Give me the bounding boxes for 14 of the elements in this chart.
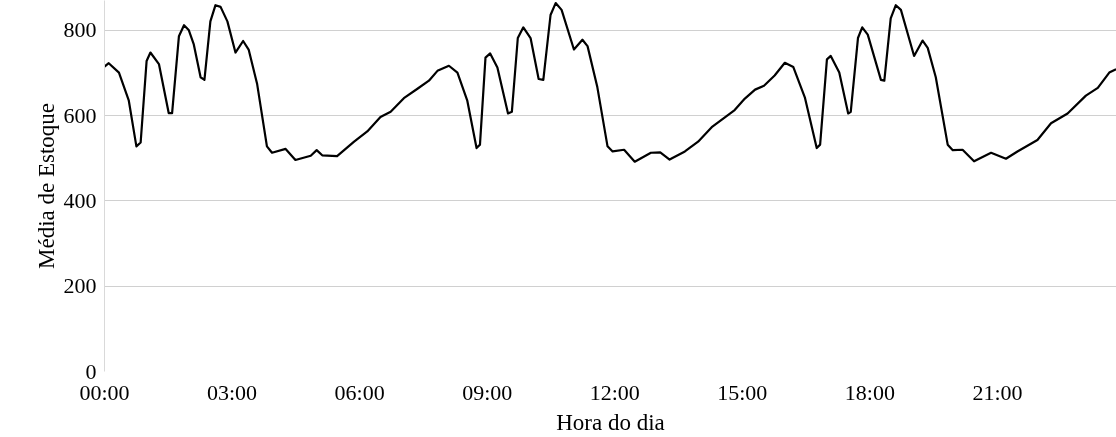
y-tick-label: 400: [63, 187, 97, 213]
x-tick-label: 18:00: [844, 379, 895, 405]
x-tick-label: 09:00: [462, 379, 513, 405]
line-series: [104, 1, 1116, 163]
y-tick-label: 200: [63, 273, 97, 299]
y-tick-label: 600: [63, 102, 97, 128]
x-tick-label: 12:00: [589, 379, 640, 405]
y-tick-label: 800: [63, 17, 97, 43]
x-tick-label: 06:00: [334, 379, 385, 405]
x-tick-label: 21:00: [972, 379, 1023, 405]
x-axis-title: Hora do dia: [556, 409, 665, 435]
x-tick-label: 15:00: [717, 379, 768, 405]
y-axis-title: Média de Estoque: [33, 102, 59, 270]
x-tick-label: 03:00: [207, 379, 258, 405]
